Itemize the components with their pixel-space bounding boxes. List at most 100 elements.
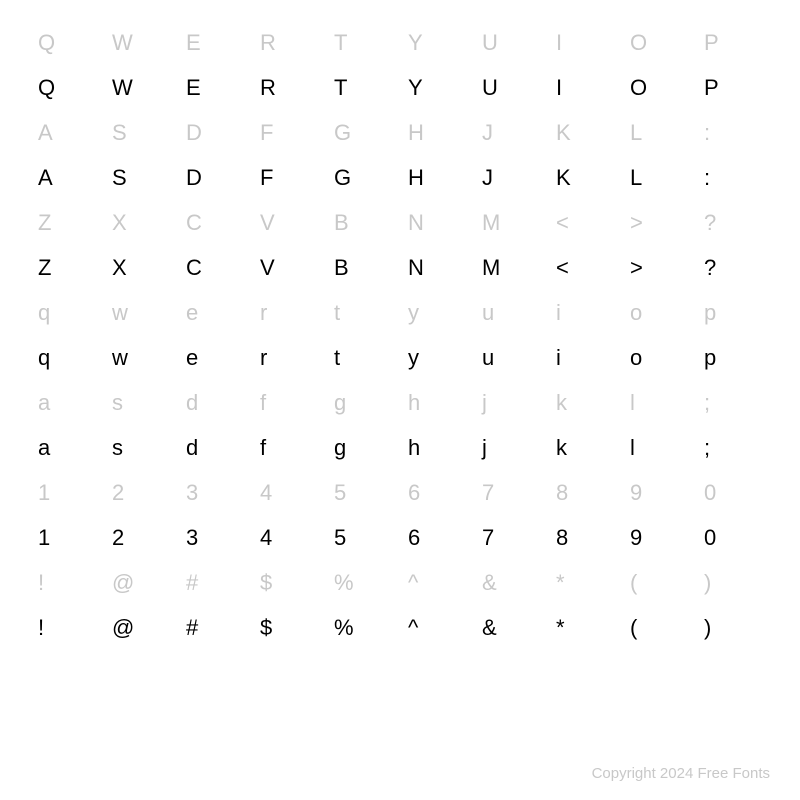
char-label: I — [548, 30, 622, 56]
char-label: O — [622, 30, 696, 56]
char-glyph: $ — [252, 615, 326, 641]
char-glyph: ( — [622, 615, 696, 641]
char-label: T — [326, 30, 400, 56]
char-glyph: * — [548, 615, 622, 641]
char-glyph: 9 — [622, 525, 696, 551]
char-label: 6 — [400, 480, 474, 506]
char-glyph: 2 — [104, 525, 178, 551]
char-label: X — [104, 210, 178, 236]
char-glyph: p — [696, 345, 770, 371]
char-glyph: w — [104, 345, 178, 371]
char-label: e — [178, 300, 252, 326]
char-glyph: J — [474, 165, 548, 191]
char-glyph: > — [622, 255, 696, 281]
char-glyph: U — [474, 75, 548, 101]
char-glyph: L — [622, 165, 696, 191]
char-glyph: e — [178, 345, 252, 371]
char-label: 2 — [104, 480, 178, 506]
char-label: g — [326, 390, 400, 416]
char-glyph: Q — [30, 75, 104, 101]
char-label: 4 — [252, 480, 326, 506]
char-glyph: W — [104, 75, 178, 101]
char-glyph: & — [474, 615, 548, 641]
char-label: p — [696, 300, 770, 326]
char-label: t — [326, 300, 400, 326]
char-label: Z — [30, 210, 104, 236]
char-label: C — [178, 210, 252, 236]
char-glyph: 1 — [30, 525, 104, 551]
char-glyph: h — [400, 435, 474, 461]
char-glyph: k — [548, 435, 622, 461]
char-label: S — [104, 120, 178, 146]
char-label: ; — [696, 390, 770, 416]
char-glyph: A — [30, 165, 104, 191]
char-label: ) — [696, 570, 770, 596]
char-label: k — [548, 390, 622, 416]
char-label: H — [400, 120, 474, 146]
char-label: 7 — [474, 480, 548, 506]
char-glyph: ^ — [400, 615, 474, 641]
char-glyph: # — [178, 615, 252, 641]
char-glyph: N — [400, 255, 474, 281]
char-glyph: H — [400, 165, 474, 191]
char-label: R — [252, 30, 326, 56]
char-glyph: 6 — [400, 525, 474, 551]
char-label: h — [400, 390, 474, 416]
char-label: 5 — [326, 480, 400, 506]
char-glyph: O — [622, 75, 696, 101]
char-label: P — [696, 30, 770, 56]
char-glyph: K — [548, 165, 622, 191]
char-glyph: f — [252, 435, 326, 461]
char-glyph: R — [252, 75, 326, 101]
char-label: % — [326, 570, 400, 596]
char-label: d — [178, 390, 252, 416]
char-glyph: Z — [30, 255, 104, 281]
char-glyph: @ — [104, 615, 178, 641]
char-glyph: ) — [696, 615, 770, 641]
char-label: L — [622, 120, 696, 146]
char-glyph: B — [326, 255, 400, 281]
char-label: : — [696, 120, 770, 146]
char-glyph: 4 — [252, 525, 326, 551]
char-label: j — [474, 390, 548, 416]
char-label: < — [548, 210, 622, 236]
char-label: * — [548, 570, 622, 596]
char-glyph: E — [178, 75, 252, 101]
char-glyph: s — [104, 435, 178, 461]
char-glyph: P — [696, 75, 770, 101]
char-label: D — [178, 120, 252, 146]
char-glyph: Y — [400, 75, 474, 101]
char-glyph: l — [622, 435, 696, 461]
char-label: N — [400, 210, 474, 236]
char-glyph: S — [104, 165, 178, 191]
char-label: M — [474, 210, 548, 236]
char-label: E — [178, 30, 252, 56]
char-label: W — [104, 30, 178, 56]
char-label: # — [178, 570, 252, 596]
char-label: o — [622, 300, 696, 326]
char-label: ! — [30, 570, 104, 596]
char-label: F — [252, 120, 326, 146]
char-label: a — [30, 390, 104, 416]
char-label: K — [548, 120, 622, 146]
copyright-footer: Copyright 2024 Free Fonts — [592, 765, 770, 782]
char-label: y — [400, 300, 474, 326]
char-label: ? — [696, 210, 770, 236]
char-glyph: g — [326, 435, 400, 461]
character-map-grid: QWERTYUIOPQWERTYUIOPASDFGHJKL:ASDFGHJKL:… — [30, 20, 770, 740]
char-glyph: D — [178, 165, 252, 191]
char-glyph: 5 — [326, 525, 400, 551]
char-glyph: 7 — [474, 525, 548, 551]
char-label: A — [30, 120, 104, 146]
char-label: @ — [104, 570, 178, 596]
char-glyph: V — [252, 255, 326, 281]
char-label: ( — [622, 570, 696, 596]
char-label: r — [252, 300, 326, 326]
char-glyph: i — [548, 345, 622, 371]
char-label: 1 — [30, 480, 104, 506]
char-label: s — [104, 390, 178, 416]
char-label: Q — [30, 30, 104, 56]
char-label: & — [474, 570, 548, 596]
char-label: Y — [400, 30, 474, 56]
char-label: q — [30, 300, 104, 326]
